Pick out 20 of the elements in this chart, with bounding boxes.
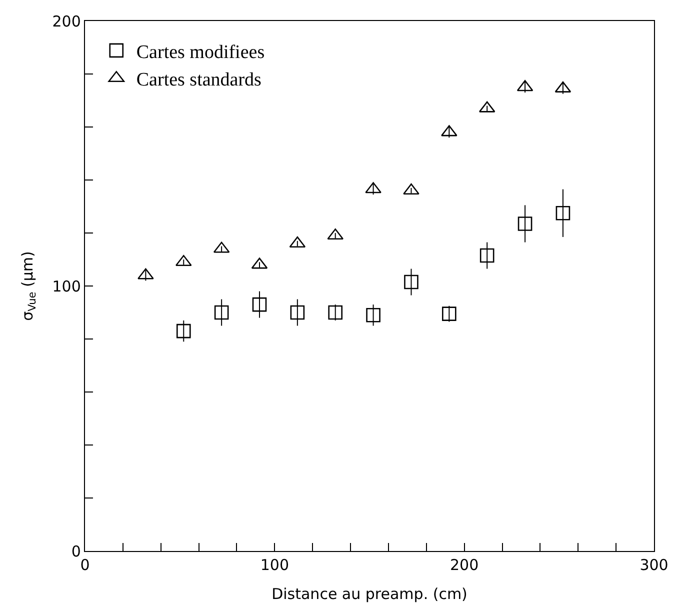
point: [556, 206, 570, 220]
x-tick-label: 300: [640, 556, 668, 574]
point: [366, 308, 380, 322]
point: [290, 305, 305, 320]
point: [328, 305, 343, 320]
point: [480, 248, 494, 263]
y-tick-label: 200: [52, 12, 81, 30]
point: [176, 324, 191, 338]
y-tick-label: 100: [52, 277, 81, 296]
x-tick-label: 200: [450, 556, 479, 574]
point: [214, 305, 229, 320]
legend-label: Cartes modifiees: [136, 42, 265, 63]
legend-label: Cartes standards: [136, 70, 262, 91]
point: [252, 297, 267, 312]
point: [442, 306, 456, 321]
x-axis-title: Distance au preamp. (cm): [272, 585, 468, 604]
point: [518, 216, 532, 231]
x-tick-label: 100: [260, 556, 289, 574]
y-tick-label: 0: [71, 542, 81, 560]
point: [404, 274, 418, 290]
